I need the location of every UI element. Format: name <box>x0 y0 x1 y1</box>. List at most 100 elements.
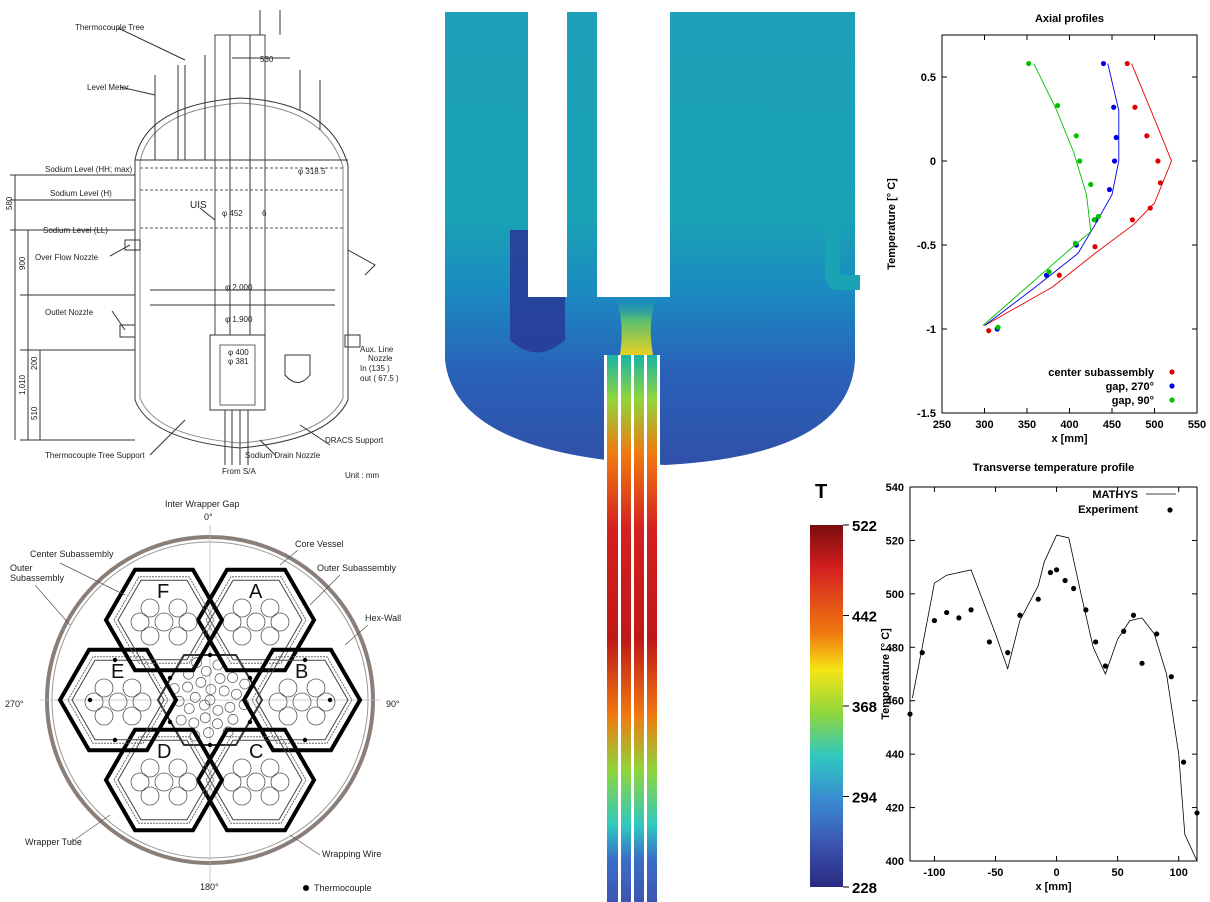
data-point <box>1072 240 1079 246</box>
pin <box>140 598 160 618</box>
center-rod <box>239 678 251 690</box>
pin <box>232 758 252 778</box>
dim-1900: φ 1,900 <box>225 315 253 324</box>
colorbar <box>810 525 843 887</box>
dim-400: φ 400 <box>228 348 249 357</box>
thermocouple-dot <box>167 719 173 725</box>
pin <box>94 678 114 698</box>
hex-wrapper-e <box>67 656 169 744</box>
data-point <box>1091 217 1097 223</box>
data-point <box>1154 631 1160 637</box>
y-axis-label: Temperature [° C] <box>886 178 898 270</box>
data-point <box>931 617 938 624</box>
pin <box>94 706 114 726</box>
label-270-deg: 270° <box>5 699 24 709</box>
hex-inner-b <box>255 659 349 741</box>
label-sodium-level-hh: Sodium Level (HH; max) <box>45 165 132 174</box>
hex-wall-f <box>103 567 225 673</box>
temperature-field: T 522 442 368 294 228 <box>445 12 878 902</box>
legend-marker-2 <box>1169 397 1175 403</box>
data-point <box>1095 213 1101 220</box>
data-point <box>1124 60 1130 67</box>
label-level-meter: Level Meter <box>87 83 129 92</box>
label-inter-wrapper-gap: Inter Wrapper Gap <box>165 499 239 509</box>
dim-318: φ 318.5 <box>298 167 326 176</box>
pin <box>306 706 326 726</box>
center-rod <box>212 704 224 716</box>
data-point <box>1157 180 1164 186</box>
label-180-deg: 180° <box>200 882 219 892</box>
dim-6: 6 <box>262 209 267 218</box>
fuel-rods <box>604 355 660 902</box>
pin <box>140 626 160 646</box>
dim-900: 900 <box>18 256 27 270</box>
data-point <box>1113 134 1119 141</box>
data-point <box>1168 674 1174 680</box>
dim-2000: φ 2,000 <box>225 283 253 292</box>
center-rod <box>199 699 210 711</box>
data-point <box>1005 650 1011 656</box>
data-point <box>1071 585 1077 592</box>
label-unit: Unit : mm <box>345 471 380 480</box>
legend-marker-1 <box>1169 383 1175 389</box>
data-point <box>1046 269 1052 275</box>
data-point <box>1144 133 1150 139</box>
label-thermocouple-tree: Thermocouple Tree <box>75 23 145 32</box>
y-tick-label: 0.5 <box>921 72 936 84</box>
colorbar-tick-label: 228 <box>852 880 877 897</box>
outlet-pipe-field <box>825 220 860 290</box>
hex-wrapper-b <box>251 656 353 744</box>
hex-center <box>156 654 264 746</box>
chart-title: Axial profiles <box>1035 13 1104 25</box>
transverse-profile-chart: Transverse temperature profile -100 -50 0 50… <box>880 462 1200 893</box>
label-dracs-support: DRACS Support <box>325 436 384 445</box>
hex-label-b: B <box>295 661 308 683</box>
hex-wrapper-a <box>205 576 307 664</box>
thermocouple-dot <box>112 737 118 743</box>
data-point <box>956 615 962 621</box>
thermocouple-dot <box>87 697 93 703</box>
label-core-vessel: Core Vessel <box>295 539 344 549</box>
label-sodium-level-h: Sodium Level (H) <box>50 189 112 198</box>
pin <box>232 598 252 618</box>
label-outer-subassembly-left-2: Subassembly <box>10 573 65 583</box>
hex-wall-d <box>103 727 225 833</box>
thermocouple-dot <box>302 657 308 663</box>
legend-marker-experiment <box>1167 507 1173 513</box>
data-point <box>968 607 974 613</box>
center-rod <box>175 714 187 726</box>
chart-title: Transverse temperature profile <box>973 462 1134 474</box>
pin <box>222 612 242 632</box>
hex-wall-a <box>195 567 317 673</box>
y-tick-label: 460 <box>886 696 904 708</box>
data-point <box>1180 759 1187 765</box>
x-tick-label: -50 <box>988 867 1004 879</box>
pin <box>292 692 312 712</box>
data-point <box>995 324 1001 330</box>
label-sodium-level-ll: Sodium Level (LL) <box>43 226 108 235</box>
dim-530: 530 <box>260 55 274 64</box>
plot-frame <box>941 34 1198 414</box>
center-rod <box>222 726 234 738</box>
thermocouple-dot <box>207 742 213 748</box>
data-point <box>1035 596 1041 602</box>
x-tick-label: 350 <box>1018 419 1036 431</box>
data-point <box>1111 104 1117 110</box>
data-point <box>1102 663 1109 669</box>
dim-452: φ 452 <box>222 209 243 218</box>
x-tick-label: 400 <box>1060 419 1078 431</box>
pin <box>278 706 298 726</box>
x-tick-label: 100 <box>1170 867 1188 879</box>
label-sodium-drain-nozzle: Sodium Drain Nozzle <box>245 451 321 460</box>
thermocouple-dot <box>112 657 118 663</box>
thermocouple-dot <box>302 737 308 743</box>
series-line-2 <box>982 63 1092 326</box>
y-tick-label: 400 <box>886 856 904 868</box>
pin <box>168 786 188 806</box>
dim-1010: 1,010 <box>18 374 27 395</box>
center-rod <box>188 717 200 729</box>
pin <box>260 786 280 806</box>
y-tick-label: -1 <box>926 324 936 336</box>
data-point <box>1088 181 1094 188</box>
pin <box>122 706 142 726</box>
